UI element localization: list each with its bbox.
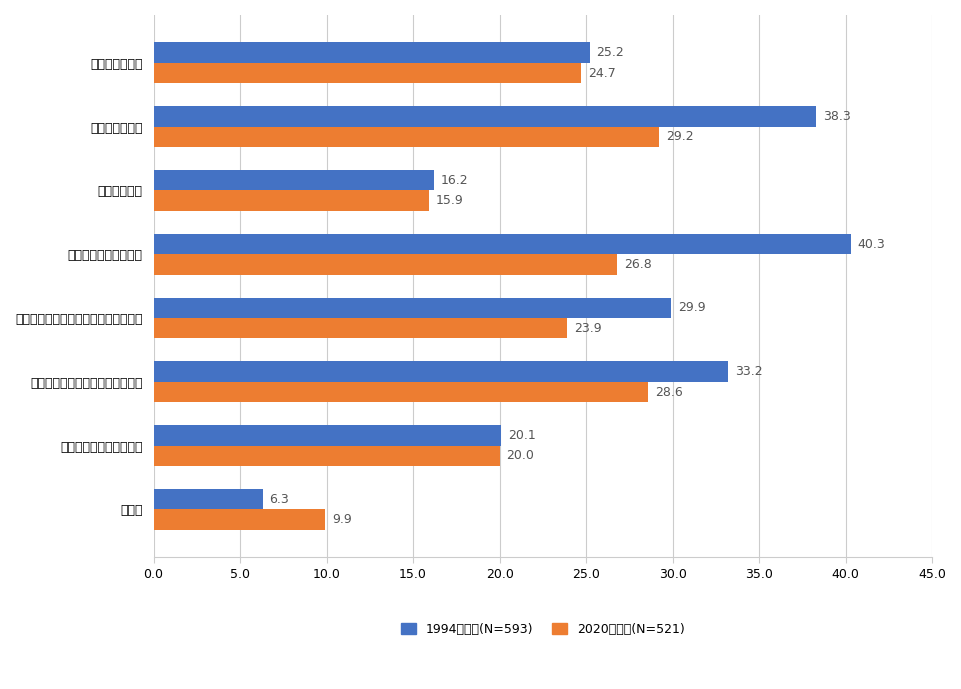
Text: 33.2: 33.2 [735,365,762,378]
Text: 29.2: 29.2 [666,130,693,143]
Legend: 1994年調査(N=593), 2020年調査(N=521): 1994年調査(N=593), 2020年調査(N=521) [396,618,690,641]
Bar [154,382,649,402]
Bar [154,425,502,446]
Bar [154,362,727,382]
Bar [154,489,262,509]
Text: 20.0: 20.0 [506,449,534,462]
Text: 24.7: 24.7 [588,67,616,79]
Text: 40.3: 40.3 [857,238,885,251]
Bar [154,298,671,318]
Bar [154,63,580,83]
Text: 38.3: 38.3 [823,110,850,123]
Bar [154,170,433,190]
Bar [154,190,429,211]
Bar [154,127,658,147]
Bar [154,234,850,254]
Text: 16.2: 16.2 [441,174,468,187]
Text: 25.2: 25.2 [597,46,625,59]
Text: 6.3: 6.3 [269,493,289,506]
Text: 15.9: 15.9 [435,194,463,207]
Bar [154,509,325,530]
Bar [154,106,816,127]
Text: 9.9: 9.9 [332,513,352,526]
Bar [154,254,617,275]
Bar [154,318,567,338]
Text: 20.1: 20.1 [508,429,536,442]
Bar [154,446,500,466]
Text: 29.9: 29.9 [678,301,705,314]
Text: 23.9: 23.9 [574,322,602,335]
Bar [154,43,589,63]
Text: 26.8: 26.8 [624,258,652,271]
Text: 28.6: 28.6 [655,386,683,398]
